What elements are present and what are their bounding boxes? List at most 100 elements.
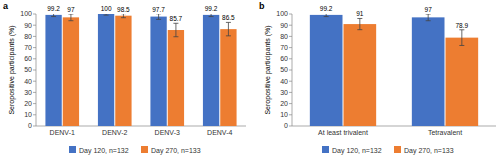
panel-1: b Seropositive participants (%) 0 10 20 30 40 5… [259, 1, 496, 155]
y-tick-label: 10 [280, 111, 288, 118]
error-cap [156, 14, 161, 15]
y-tick-label: 100 [276, 10, 288, 17]
y-tick [289, 14, 292, 15]
legend-swatch [69, 146, 76, 153]
legend: Day 120, n=132Day 270, n=133 [69, 146, 201, 155]
y-tick-label: 40 [280, 78, 288, 85]
error-stem [123, 14, 124, 18]
error-cap [226, 22, 231, 23]
y-tick-label: 50 [280, 66, 288, 73]
y-tick-label: 30 [280, 89, 288, 96]
bar [115, 16, 131, 126]
error-cap [173, 36, 178, 37]
x-tick-label: At least trivalent [318, 129, 368, 136]
data-label: 97 [67, 6, 75, 13]
panel-label: a [3, 1, 9, 11]
y-tick [33, 92, 36, 93]
y-tick-label: 70 [24, 44, 32, 51]
y-tick-label: 80 [24, 33, 32, 40]
legend-swatch [141, 146, 148, 153]
error-bar [357, 18, 362, 29]
error-cap [426, 20, 431, 21]
data-label: 100 [101, 5, 112, 12]
y-axis [36, 14, 37, 126]
y-tick [33, 14, 36, 15]
error-cap [51, 16, 56, 17]
marks [45, 14, 236, 126]
legend-label: Day 120, n=132 [332, 147, 382, 155]
error-cap [459, 45, 464, 46]
y-tick [33, 70, 36, 71]
bar [63, 17, 79, 126]
error-bar [121, 14, 126, 18]
error-cap [426, 14, 431, 15]
error-cap [68, 20, 73, 21]
bar [150, 17, 166, 126]
y-tick [33, 47, 36, 48]
y-tick-label: 40 [24, 78, 32, 85]
data-label: 97 [425, 6, 433, 13]
y-tick [289, 114, 292, 115]
y-tick [289, 103, 292, 104]
error-bar [324, 14, 329, 17]
y-tick-label: 10 [24, 111, 32, 118]
y-tick [289, 92, 292, 93]
y-tick [289, 126, 292, 127]
legend-swatch [322, 146, 329, 153]
error-cap [459, 29, 464, 30]
error-cap [357, 29, 362, 30]
bar [344, 24, 377, 126]
error-cap [68, 14, 73, 15]
x-tick-label: DENV-3 [155, 129, 180, 136]
bar [446, 38, 479, 126]
y-tick-label: 20 [24, 100, 32, 107]
figure: a Seropositive participants (%) 0 10 20 30 40 5… [0, 0, 500, 164]
y-tick [289, 36, 292, 37]
x-tick-label: DENV-2 [102, 129, 127, 136]
y-tick-label: 60 [280, 55, 288, 62]
y-tick [33, 103, 36, 104]
error-stem [359, 18, 360, 29]
bar [203, 15, 219, 126]
error-cap [357, 18, 362, 19]
legend-label: Day 270, n=133 [404, 147, 454, 155]
x-tick-label: DENV-4 [207, 129, 232, 136]
panel-label: b [259, 1, 265, 11]
y-tick [289, 47, 292, 48]
y-tick-label: 30 [24, 89, 32, 96]
data-label: 86.5 [222, 14, 235, 21]
y-tick-label: 0 [284, 122, 288, 129]
error-bar [226, 22, 231, 35]
bar [168, 30, 184, 126]
y-tick [33, 81, 36, 82]
error-bar [51, 14, 56, 17]
error-cap [209, 16, 214, 17]
bar [98, 14, 114, 126]
data-labels: 99.2 97 100 98.5 97.7 85.7 99.2 86.5 [47, 5, 235, 22]
error-stem [175, 23, 176, 36]
data-label: 98.5 [117, 6, 130, 13]
data-label: 85.7 [170, 15, 183, 22]
y-tick-label: 60 [24, 55, 32, 62]
y-axis [292, 14, 293, 126]
error-cap [121, 17, 126, 18]
y-tick-label: 20 [280, 100, 288, 107]
y-tick [33, 126, 36, 127]
y-tick-label: 80 [280, 33, 288, 40]
y-tick [289, 70, 292, 71]
y-tick [289, 58, 292, 59]
x-tick-label: DENV-1 [50, 129, 75, 136]
error-bar [173, 23, 178, 36]
y-axis-label: Seropositive participants (%) [264, 25, 272, 114]
y-tick [33, 58, 36, 59]
x-tick-label: Tetravalent [428, 129, 462, 136]
error-cap [156, 19, 161, 20]
data-label: 99.2 [205, 5, 218, 12]
error-stem [70, 14, 71, 21]
error-stem [228, 22, 229, 35]
legend: Day 120, n=132 Day 270, n=133 [322, 146, 454, 155]
data-label: 97.7 [152, 6, 165, 13]
bar [310, 15, 343, 126]
error-cap [173, 23, 178, 24]
data-label: 99.2 [47, 5, 60, 12]
